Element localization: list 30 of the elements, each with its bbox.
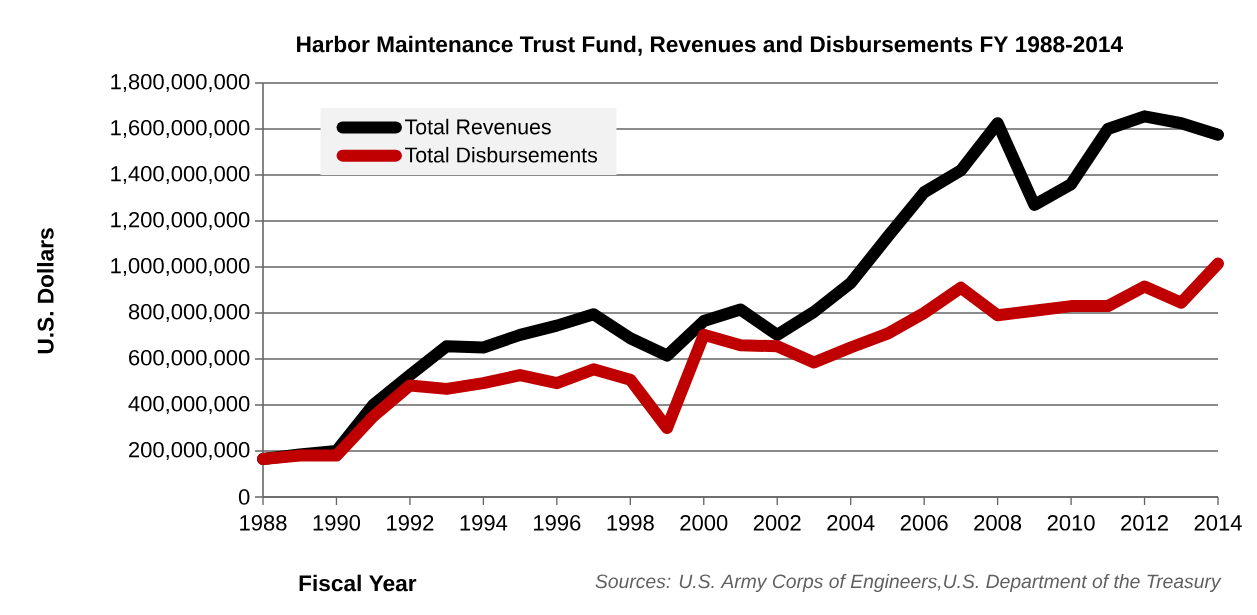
x-tick-label: 2002 <box>753 515 801 531</box>
y-tick-label: 1,200,000,000 <box>111 211 250 231</box>
y-tick-label: 1,000,000,000 <box>111 257 250 277</box>
x-tick-label: 1990 <box>313 515 361 531</box>
source-note: Sources: U.S. Army Corps of Engineers,U.S. Department of the Treasury <box>595 573 1222 593</box>
y-tick-label: 0 <box>238 489 250 505</box>
x-tick-label: 2014 <box>1194 515 1242 531</box>
y-tick-label: 1,800,000,000 <box>111 73 250 93</box>
y-axis-title: U.S. Dollars <box>37 228 54 354</box>
y-tick-label: 1,400,000,000 <box>111 165 250 185</box>
y-tick-label: 200,000,000 <box>129 441 250 461</box>
legend-label: Total Disbursements <box>405 146 598 163</box>
x-tick-label: 1992 <box>387 515 434 531</box>
x-tick-label: 2008 <box>974 515 1022 531</box>
x-tick-label: 2012 <box>1121 515 1168 531</box>
x-tick-label: 1998 <box>607 515 654 531</box>
y-tick-label: 400,000,000 <box>128 395 250 415</box>
x-axis-title: Fiscal Year <box>299 574 417 592</box>
y-tick-label: 600,000,000 <box>129 349 250 369</box>
x-tick-label: 1988 <box>240 515 287 531</box>
x-tick-label: 2010 <box>1047 515 1095 531</box>
x-tick-label: 1994 <box>460 515 508 531</box>
x-tick-label: 1996 <box>534 515 581 531</box>
y-tick-label: 1,600,000,000 <box>111 119 250 139</box>
x-tick-label: 2004 <box>827 515 875 531</box>
x-tick-label: 2006 <box>900 515 948 531</box>
chart-title: Harbor Maintenance Trust Fund, Revenues and Disbursements FY 1988-2014 <box>297 35 1123 56</box>
x-tick-label: 2000 <box>680 515 728 531</box>
y-tick-label: 800,000,000 <box>128 303 250 323</box>
legend-label: Total Revenues <box>405 118 551 135</box>
